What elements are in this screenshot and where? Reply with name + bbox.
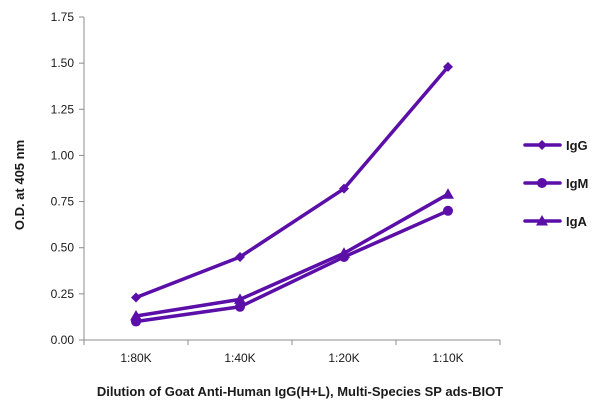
- x-tick-label: 1:40K: [224, 351, 255, 365]
- y-tick-label: 0.75: [51, 195, 75, 209]
- series-igg: [131, 61, 453, 303]
- plot-area: [83, 17, 500, 341]
- legend-marker-igg: [537, 140, 547, 150]
- y-tick-label: 1.75: [51, 10, 75, 24]
- series-iga: [130, 188, 454, 321]
- legend-marker-igm: [537, 178, 547, 188]
- legend: IgG IgM IgA: [523, 138, 588, 229]
- data-point-igm: [235, 301, 245, 312]
- data-point-igm: [443, 205, 453, 216]
- y-tick-label: 0.00: [51, 333, 75, 347]
- y-tick-label: 1.00: [51, 148, 75, 162]
- legend-item-iga: IgA: [523, 214, 588, 229]
- x-tick-label: 1:10K: [432, 351, 463, 365]
- y-axis-title: O.D. at 405 nm: [12, 140, 27, 230]
- series-layer: [130, 61, 454, 327]
- legend-label-igg: IgG: [566, 138, 588, 153]
- series-line-igg: [134, 65, 450, 300]
- data-point-igg: [131, 292, 141, 303]
- data-point-iga: [442, 188, 454, 199]
- legend-item-igm: IgM: [523, 176, 588, 191]
- y-tick-label: 1.50: [51, 56, 75, 70]
- y-tick-label: 1.25: [51, 102, 75, 116]
- x-tick-label: 1:20K: [328, 351, 359, 365]
- x-tick-label: 1:80K: [120, 351, 151, 365]
- x-axis-ticks: 1:80K 1:40K 1:20K 1:10K: [83, 340, 501, 365]
- data-point-igg: [443, 61, 453, 72]
- legend-marker-iga: [536, 215, 548, 226]
- series-line-iga: [134, 192, 450, 318]
- x-axis-title: Dilution of Goat Anti-Human IgG(H+L), Mu…: [97, 384, 503, 399]
- data-point-igg: [339, 183, 349, 194]
- legend-label-iga: IgA: [566, 214, 588, 229]
- data-point-iga: [130, 310, 142, 321]
- y-axis-ticks: 0.00 0.25 0.50 0.75 1.00 1.25 1.50 1.75: [51, 10, 84, 347]
- series-line-igm: [134, 209, 450, 324]
- y-tick-label: 0.25: [51, 287, 75, 301]
- data-point-igg: [235, 251, 245, 262]
- data-point-iga: [338, 247, 350, 258]
- y-tick-label: 0.50: [51, 241, 75, 255]
- legend-label-igm: IgM: [566, 176, 588, 191]
- data-point-iga: [234, 293, 246, 304]
- legend-item-igg: IgG: [523, 138, 588, 153]
